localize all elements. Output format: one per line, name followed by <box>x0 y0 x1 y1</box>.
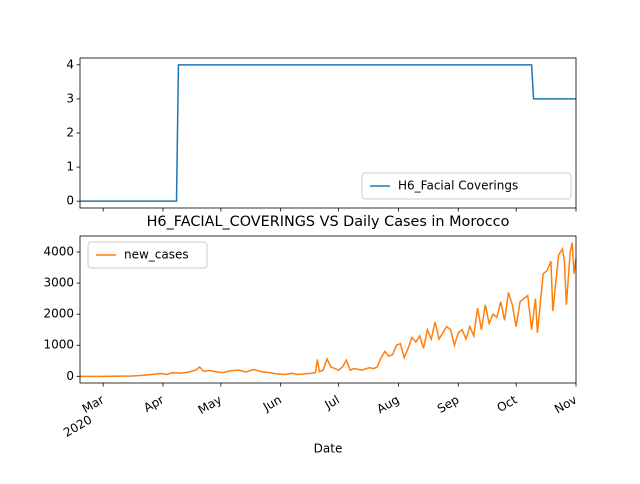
y-tick-label: 1000 <box>43 338 74 352</box>
y-tick-label: 4000 <box>43 245 74 259</box>
y-tick-label: 1 <box>66 160 74 174</box>
legend-label: H6_Facial Coverings <box>398 179 518 193</box>
y-tick-label: 3000 <box>43 276 74 290</box>
data-line <box>80 64 576 202</box>
data-line <box>80 242 577 378</box>
y-tick-label: 0 <box>66 194 74 208</box>
y-tick-label: 0 <box>66 369 74 383</box>
legend-label: new_cases <box>124 248 189 262</box>
legend-box <box>361 172 572 200</box>
y-tick-label: 2000 <box>43 307 74 321</box>
x-axis-label: Date <box>314 442 343 456</box>
y-tick-label: 4 <box>66 57 74 71</box>
y-tick-label: 2 <box>66 126 74 140</box>
legend-box <box>87 241 208 269</box>
axes-frame <box>79 235 577 384</box>
chart-title: H6_FACIAL_COVERINGS VS Daily Cases in Mo… <box>147 214 510 230</box>
y-tick-label: 3 <box>66 91 74 105</box>
x-tick-label: Jul <box>321 393 341 413</box>
